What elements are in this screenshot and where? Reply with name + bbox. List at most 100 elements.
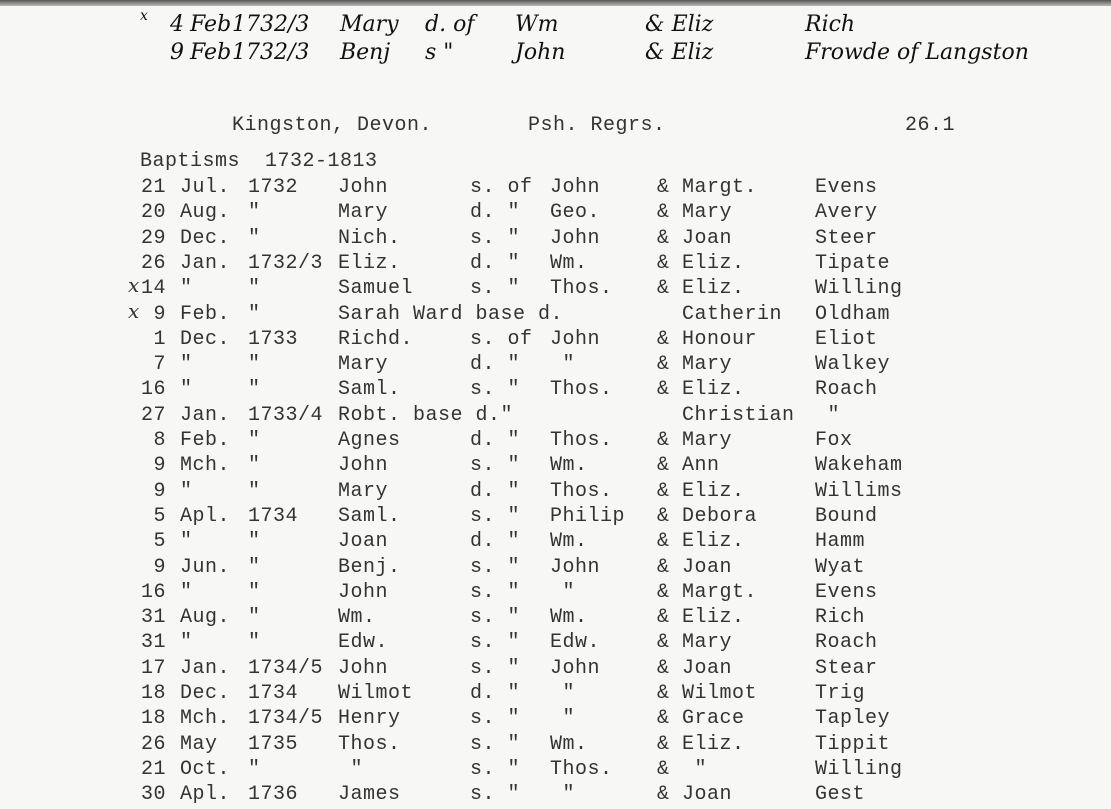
cell-rel: s. " xyxy=(470,277,521,301)
cell-month: Dec. xyxy=(180,682,231,705)
table-row: 27 Jan. 1733/4 Robt. base d." Christian " xyxy=(0,404,1111,429)
cell-mother: Catherin xyxy=(657,302,783,326)
cell-year: " xyxy=(248,580,261,604)
cell-father: Wm. xyxy=(550,732,588,756)
table-row: 9 Mch. " John s. " Wm. & Ann Wakeham xyxy=(0,454,1111,479)
cell-father: Philip xyxy=(550,504,626,528)
margin-cross-mark: x xyxy=(128,298,140,323)
cell-year: 1732 xyxy=(248,176,299,199)
cell-month: Mch. xyxy=(180,707,231,731)
cell-name: James xyxy=(338,783,401,807)
cell-day: 7 xyxy=(153,353,166,377)
table-row: 1 Dec. 1733 Richd. s. of John & Honour Eliot xyxy=(0,328,1111,353)
cell-year: " xyxy=(248,530,261,554)
cell-mother: & Ann xyxy=(657,454,720,478)
cell-rel: d. " xyxy=(470,353,521,377)
cell-rel: s. " xyxy=(470,656,521,680)
cell-name: Joan xyxy=(338,530,389,554)
cell-rel: s. of xyxy=(470,327,533,351)
handwritten-name: Mary xyxy=(340,12,399,37)
table-row: 30 Apl. 1736 James s. " " & Joan Gest xyxy=(0,783,1111,808)
cell-name: Wm. xyxy=(338,606,376,630)
cell-mother: & Margt. xyxy=(657,580,758,604)
cell-day: 20 xyxy=(140,201,166,225)
table-row: 17 Jan. 1734/5 John s. " John & Joan Stear xyxy=(0,657,1111,682)
cell-day: 5 xyxy=(153,530,166,554)
cell-mother: & Eliz. xyxy=(657,530,745,554)
cell-rel: s. " xyxy=(470,732,521,756)
cell-father: " xyxy=(550,707,576,731)
cell-day: 1 xyxy=(153,327,166,351)
cell-month: " xyxy=(180,530,193,554)
cell-year: 1736 xyxy=(248,783,299,807)
cell-mother: & Joan xyxy=(657,783,733,807)
cell-year: " xyxy=(248,226,261,250)
cell-day: 21 xyxy=(140,176,166,199)
cell-name: Robt. base d." xyxy=(338,403,514,427)
cell-surname: Tippit xyxy=(815,732,891,756)
cell-rel: d. " xyxy=(470,429,521,452)
cell-day: 26 xyxy=(140,732,166,756)
cell-mother: & Grace xyxy=(657,707,745,731)
cell-year: 1734 xyxy=(248,682,299,705)
cell-rel: s. " xyxy=(470,580,521,604)
cell-year: 1733 xyxy=(248,327,299,351)
cell-month: Jan. xyxy=(180,656,231,680)
cell-surname: Evens xyxy=(815,176,878,199)
cell-father: Thos. xyxy=(550,429,613,452)
cell-father: John xyxy=(550,327,601,351)
cell-day: 18 xyxy=(140,707,166,731)
handwritten-name: Benj xyxy=(340,40,391,65)
cell-year: 1734/5 xyxy=(248,656,324,680)
cell-month: Jun. xyxy=(180,555,231,579)
cell-father: Wm. xyxy=(550,454,588,478)
cell-surname: Evens xyxy=(815,580,878,604)
cell-name: Sarah Ward base d. xyxy=(338,302,564,326)
cell-rel: d. " xyxy=(470,251,521,275)
table-row: 9 Feb. " Sarah Ward base d. Catherin Oldham x xyxy=(0,299,1111,328)
cell-mother: & Eliz. xyxy=(657,479,745,503)
cell-surname: Fox xyxy=(815,429,853,452)
table-row: 18 Mch. 1734/5 Henry s. " " & Grace Tapley xyxy=(0,707,1111,732)
cell-month: " xyxy=(180,378,193,402)
cell-name: Saml. xyxy=(338,378,401,402)
cell-name: Mary xyxy=(338,353,389,377)
table-row: 5 " " Joan d. " Wm. & Eliz. Hamm xyxy=(0,530,1111,555)
table-row: 21 Jul. 1732 John s. of John & Margt. Evens xyxy=(0,176,1111,201)
cell-surname: Hamm xyxy=(815,530,866,554)
cell-rel: s. " xyxy=(470,378,521,402)
table-row: 21 Oct. " " s. " Thos. & " Willing xyxy=(0,758,1111,783)
cell-year: 1735 xyxy=(248,732,299,756)
cell-day: 18 xyxy=(140,682,166,705)
cell-month: Aug. xyxy=(180,201,231,225)
cell-father: " xyxy=(550,783,576,807)
cell-name: John xyxy=(338,656,389,680)
cell-surname: Steer xyxy=(815,226,878,250)
handwritten-father: John xyxy=(515,40,566,65)
cell-year: " xyxy=(248,631,261,655)
handwritten-father: Wm xyxy=(515,12,559,37)
handwritten-day: 9 xyxy=(170,40,184,65)
cell-surname: Rich xyxy=(815,606,866,630)
cell-mother: & Mary xyxy=(657,429,733,452)
cell-year: 1732/3 xyxy=(248,251,324,275)
handwritten-month: Feb xyxy=(190,12,232,37)
cell-mother: & " xyxy=(657,757,708,781)
cell-father: Thos. xyxy=(550,479,613,503)
cell-year: " xyxy=(248,555,261,579)
cell-month: Feb. xyxy=(180,429,231,452)
cell-rel: s. " xyxy=(470,707,521,731)
cell-name: Thos. xyxy=(338,732,401,756)
cell-surname: Stear xyxy=(815,656,878,680)
cell-name: " xyxy=(338,757,364,781)
section-title: Baptisms 1732-1813 xyxy=(140,150,378,173)
cell-name: John xyxy=(338,580,389,604)
cell-mother: & Joan xyxy=(657,226,733,250)
cell-day: 31 xyxy=(140,631,166,655)
cell-mother: Christian xyxy=(657,403,795,427)
cell-surname: " xyxy=(815,403,841,427)
cell-mother: & Margt. xyxy=(657,176,758,199)
cell-year: " xyxy=(248,429,261,452)
table-row: 5 Apl. 1734 Saml. s. " Philip & Debora Bound xyxy=(0,505,1111,530)
cell-year: 1734 xyxy=(248,504,299,528)
